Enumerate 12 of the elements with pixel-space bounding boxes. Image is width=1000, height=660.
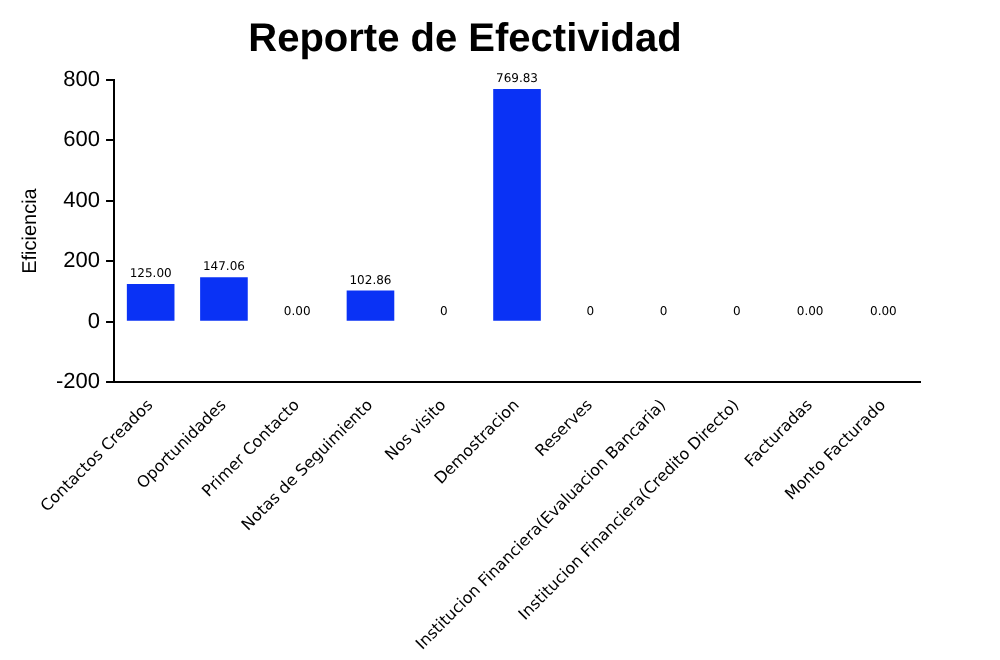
y-tick-label: 200	[63, 249, 101, 274]
y-axis-title: Eficiencia	[19, 187, 42, 274]
y-tick-label: 600	[63, 128, 101, 153]
bar	[126, 283, 175, 321]
y-tick-label: 800	[63, 68, 101, 93]
bar	[346, 290, 395, 321]
y-tick-label: 400	[63, 188, 101, 213]
y-tick-label: 0	[87, 309, 101, 334]
y-tick-label: -200	[55, 370, 101, 395]
chart-title: Reporte de Efectividad	[248, 17, 682, 62]
bar	[200, 277, 248, 321]
bar	[493, 89, 541, 321]
